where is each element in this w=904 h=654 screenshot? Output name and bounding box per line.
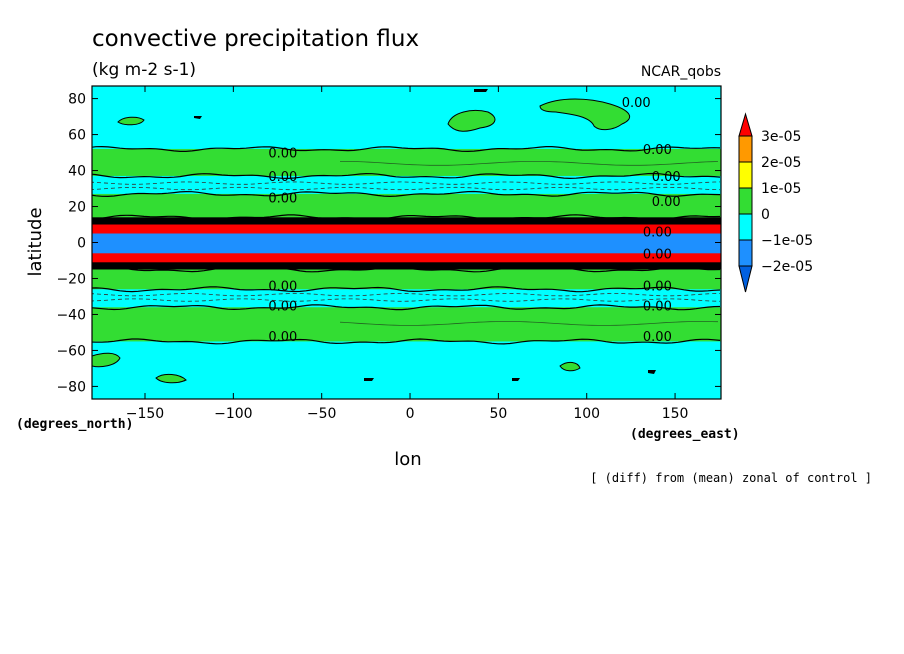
band [92, 175, 721, 195]
band [92, 289, 721, 308]
band [92, 217, 721, 226]
diff-note: [ (diff) from (mean) zonal of control ] [590, 471, 872, 485]
contour-label: 0.00 [643, 226, 672, 241]
band [92, 193, 721, 218]
x-axis: −150 −100 −50 0 50 100 150 [126, 86, 689, 422]
band [92, 307, 721, 342]
colorbar-bottom-arrow [738, 265, 753, 293]
band [92, 233, 721, 254]
colorbar-top-arrow [738, 112, 753, 137]
y-tick-label: −20 [56, 271, 86, 287]
y-axis: −80 −60 −40 −20 0 20 40 60 80 [56, 92, 721, 395]
contour-label: 0.00 [643, 280, 672, 295]
blob-black [364, 378, 374, 381]
contour-label: 0.00 [643, 247, 672, 262]
contour-label: 0.00 [643, 299, 672, 314]
y-tick-label: −80 [56, 379, 86, 395]
contour-label: 0.00 [622, 96, 651, 111]
colorbar-label: −2e-05 [761, 259, 813, 275]
blob-black [512, 378, 520, 381]
contour-line [92, 304, 721, 311]
y-tick-label: −40 [56, 307, 86, 323]
contour-label: 0.00 [268, 330, 297, 345]
contour-label: 0.00 [643, 143, 672, 158]
blob-black [194, 116, 202, 119]
y-tick-label: 40 [68, 164, 86, 180]
band [92, 148, 721, 177]
blob-black [648, 370, 656, 374]
contour-line [92, 145, 721, 153]
contour-label: 0.00 [643, 330, 672, 345]
contour-line-inner [339, 321, 719, 326]
dataset-label: NCAR_qobs [641, 64, 721, 80]
colorbar-label: 0 [761, 207, 770, 223]
x-tick-label: −50 [307, 406, 337, 422]
blob-green [447, 110, 496, 132]
color-bands [92, 86, 721, 399]
y-tick-label: −60 [56, 343, 86, 359]
x-tick-label: 0 [406, 406, 415, 422]
contour-line-inner [340, 161, 719, 166]
x-tick-label: 150 [662, 406, 689, 422]
contour-line [92, 266, 721, 273]
contour-line-negative [92, 186, 721, 191]
contour-label: 0.00 [268, 280, 297, 295]
contour-line-negative [92, 298, 721, 302]
contour-line [92, 214, 721, 221]
x-tick-label: 50 [489, 406, 507, 422]
x-tick-label: 100 [573, 406, 600, 422]
colorbar-label: 3e-05 [761, 129, 801, 145]
y-tick-label: 60 [68, 128, 86, 144]
blob-green [539, 98, 631, 131]
contour-blobs [92, 89, 656, 384]
contour-label: 0.00 [268, 299, 297, 314]
contour-label: 0.00 [652, 170, 681, 185]
x-tick-label: −150 [126, 406, 164, 422]
band [92, 341, 721, 399]
colorbar-label: 2e-05 [761, 155, 801, 171]
contour-label: 0.00 [268, 192, 297, 207]
contour-label: 0.00 [652, 195, 681, 210]
y-tick-label: 0 [77, 236, 86, 252]
contour-line [92, 286, 721, 293]
band [92, 269, 721, 290]
colorbar-cell [738, 239, 753, 267]
colorbar-cell [738, 135, 753, 163]
colorbar-cell [738, 161, 753, 189]
blob-black [474, 89, 488, 92]
colorbar-cell [738, 187, 753, 215]
contour-label: 0.00 [268, 147, 297, 162]
x-axis-label: lon [394, 449, 421, 470]
y-axis-label: latitude [25, 207, 46, 276]
contour-line [92, 338, 721, 345]
y-tick-label: 20 [68, 200, 86, 216]
plot-area: 0.00 0.00 0.00 0.00 0.00 0.00 0.00 0.00 0.00 0.00… [92, 86, 721, 399]
x-tick-label: −100 [214, 406, 252, 422]
x-units-label: (degrees_east) [630, 427, 740, 442]
chart-title: convective precipitation flux [92, 26, 419, 52]
blob-green [155, 373, 187, 384]
blob-green [92, 352, 121, 368]
contour-lines [92, 145, 721, 345]
y-units-label: (degrees_north) [16, 417, 133, 432]
contour-line-negative [92, 293, 721, 297]
contour-line [92, 172, 721, 180]
blob-green [559, 361, 581, 372]
y-tick-label: 80 [68, 92, 86, 108]
contour-line-negative [92, 181, 721, 185]
band [92, 224, 721, 235]
contour-label: 0.00 [268, 170, 297, 185]
colorbar-label: 1e-05 [761, 181, 801, 197]
colorbar-cell [738, 213, 753, 241]
contour-line [92, 190, 721, 198]
band [92, 253, 721, 263]
colorbar: 3e-05 2e-05 1e-05 0 −1e-05 −2e-05 [738, 112, 813, 293]
band [92, 262, 721, 270]
chart-units: (kg m-2 s-1) [92, 60, 196, 80]
colorbar-label: −1e-05 [761, 233, 813, 249]
contour-labels: 0.00 0.00 0.00 0.00 0.00 0.00 0.00 0.00 0.00 0.00… [268, 96, 680, 345]
blob-green [117, 116, 145, 126]
